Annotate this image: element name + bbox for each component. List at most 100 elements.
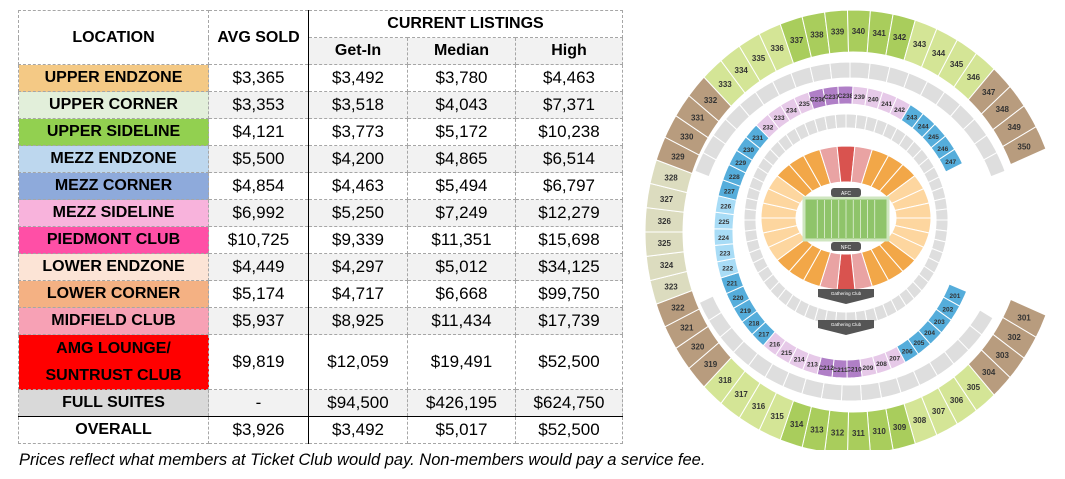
avg-sold-cell: $5,937 [208, 307, 309, 335]
location-cell: OVERALL [18, 416, 209, 444]
location-cell: MEZZ SIDELINE [18, 199, 209, 227]
section-label: 316 [752, 402, 766, 411]
section-label: 243 [906, 115, 917, 122]
section-label: 222 [722, 266, 733, 273]
section-label: 328 [664, 173, 678, 182]
median-cell: $5,012 [407, 253, 516, 281]
section-label: 223 [719, 250, 730, 257]
suite-box [859, 381, 883, 402]
location-cell: MEZZ CORNER [18, 172, 209, 200]
location-cell: AMG LOUNGE/ SUNTRUST CLUB [18, 334, 209, 390]
section-label: 225 [718, 219, 729, 226]
median-cell: $11,434 [407, 307, 516, 335]
section-label: 204 [924, 330, 935, 337]
get-in-cell: $4,297 [308, 253, 408, 281]
section-label: 307 [932, 407, 946, 416]
section-label: 232 [763, 124, 774, 131]
location-cell: UPPER CORNER [18, 91, 209, 119]
table-row: MEZZ SIDELINE $6,992 $5,250 $7,249 $12,279 [18, 199, 623, 227]
section-label: 315 [771, 412, 785, 421]
table-row: MEZZ ENDZONE $5,500 $4,200 $4,865 $6,514 [18, 145, 623, 173]
price-table: LOCATION AVG SOLD CURRENT LISTINGS Get-I… [18, 10, 623, 444]
section-label: 217 [758, 332, 769, 339]
location-cell: MIDFIELD CLUB [18, 307, 209, 335]
section-label: 235 [799, 101, 810, 108]
high-cell: $6,514 [515, 145, 623, 173]
section-label: C237 [824, 94, 840, 101]
section-label: 219 [740, 308, 751, 315]
mezz-section [938, 148, 964, 173]
section-label: 321 [680, 324, 694, 333]
section-label: 325 [658, 239, 672, 248]
table-row: PIEDMONT CLUB $10,725 $9,339 $11,351 $15,698 [18, 226, 623, 254]
section-label: 242 [894, 107, 905, 114]
suite-box [829, 61, 851, 80]
section-label: 345 [950, 60, 964, 69]
section-label: 330 [680, 132, 694, 141]
gathering-club-area [818, 289, 874, 304]
section-label: 317 [735, 390, 749, 399]
table-row: LOWER CORNER $5,174 $4,717 $6,668 $99,750 [18, 280, 623, 308]
avg-sold-cell: $3,926 [208, 416, 309, 444]
location-cell: MEZZ ENDZONE [18, 145, 209, 173]
section-label: 346 [967, 73, 981, 82]
section-label: 324 [660, 261, 674, 270]
median-cell: $3,780 [407, 64, 516, 92]
high-cell: $10,238 [515, 118, 623, 146]
section-label: C236 [810, 97, 826, 104]
section-label: 247 [945, 159, 956, 166]
gathering-club-label: Gathering Club [831, 322, 862, 327]
suite-box [878, 377, 902, 399]
section-label: 306 [950, 396, 964, 405]
high-cell: $624,750 [515, 389, 623, 417]
section-label: 333 [718, 80, 732, 89]
section-label: 304 [982, 368, 996, 377]
section-label: 314 [790, 420, 804, 429]
section-label: 227 [724, 188, 735, 195]
suite-box [820, 382, 843, 402]
header-avg-sold: AVG SOLD [208, 10, 309, 65]
high-cell: $34,125 [515, 253, 623, 281]
median-cell: $11,351 [407, 226, 516, 254]
high-cell: $52,500 [515, 334, 623, 390]
section-label: C238 [838, 93, 854, 100]
median-cell: $5,172 [407, 118, 516, 146]
section-label: 323 [664, 283, 678, 292]
section-label: 239 [854, 94, 865, 101]
section-label: 331 [691, 113, 705, 122]
get-in-cell: $4,717 [308, 280, 408, 308]
club-suite-box [824, 114, 838, 131]
high-cell: $7,371 [515, 91, 623, 119]
location-cell: PIEDMONT CLUB [18, 226, 209, 254]
section-label: 342 [893, 33, 907, 42]
table-row: MEZZ CORNER $4,854 $4,463 $5,494 $6,797 [18, 172, 623, 200]
avg-sold-cell: - [208, 389, 309, 417]
section-label: 206 [902, 349, 913, 356]
high-cell: $15,698 [515, 226, 623, 254]
section-label: 329 [671, 152, 685, 161]
median-cell: $5,017 [407, 416, 516, 444]
median-cell: $4,043 [407, 91, 516, 119]
high-cell: $12,279 [515, 199, 623, 227]
section-label: 221 [727, 281, 738, 288]
avg-sold-cell: $3,365 [208, 64, 309, 92]
get-in-cell: $3,773 [308, 118, 408, 146]
section-label: 201 [949, 293, 960, 300]
high-cell: $99,750 [515, 280, 623, 308]
upper-section [866, 408, 894, 450]
section-label: 216 [769, 341, 780, 348]
section-label: 241 [881, 101, 892, 108]
conference-label: NFC [841, 245, 852, 251]
section-label: 215 [781, 350, 792, 357]
get-in-cell: $12,059 [308, 334, 408, 390]
section-label: 213 [807, 362, 818, 369]
table-row: OVERALL $3,926 $3,492 $5,017 $52,500 [18, 416, 623, 444]
upper-section [847, 410, 871, 450]
section-label: 350 [1017, 143, 1031, 152]
section-label: 229 [735, 160, 746, 167]
median-cell: $19,491 [407, 334, 516, 390]
conference-label: AFC [841, 191, 851, 197]
avg-sold-cell: $4,449 [208, 253, 309, 281]
get-in-cell: $8,925 [308, 307, 408, 335]
